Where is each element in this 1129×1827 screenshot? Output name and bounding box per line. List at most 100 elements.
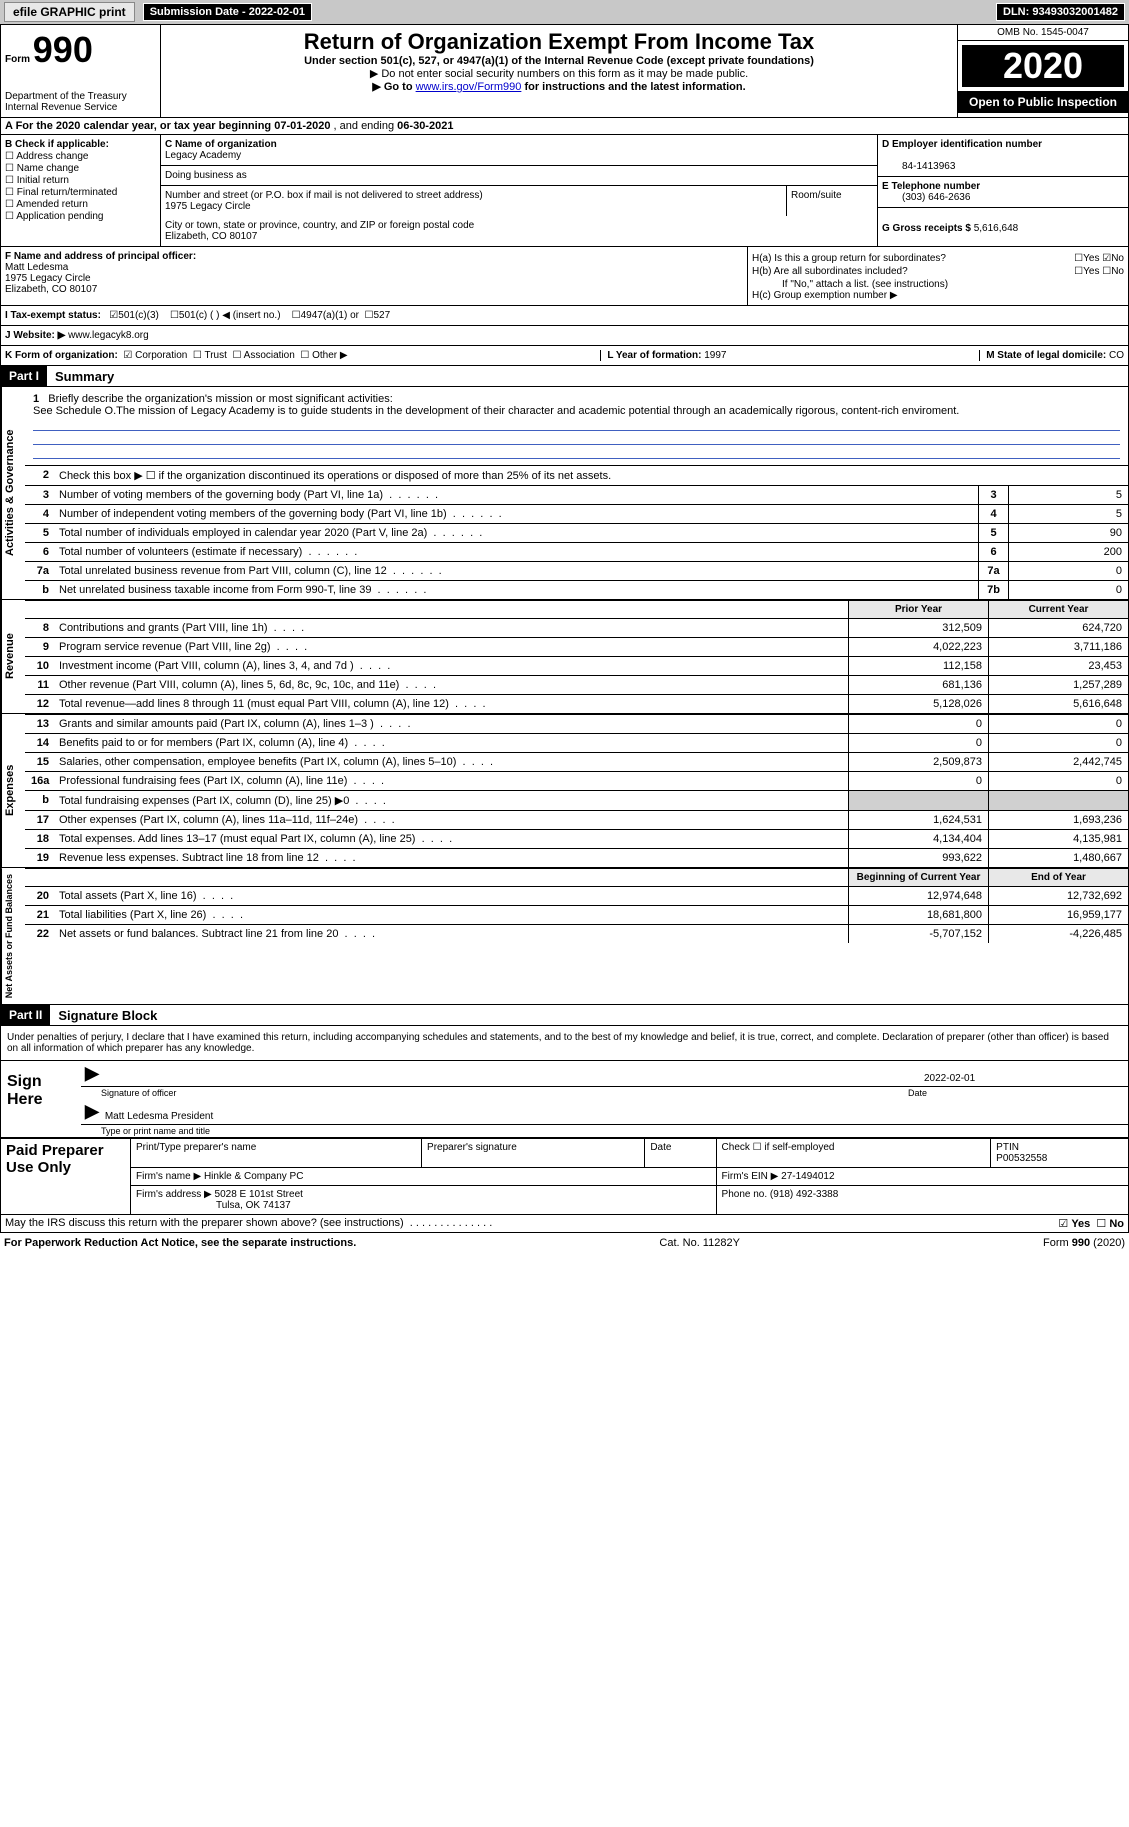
form-title: Return of Organization Exempt From Incom… <box>165 29 953 55</box>
city-value: Elizabeth, CO 80107 <box>165 231 257 242</box>
i-4947: 4947(a)(1) or <box>301 310 359 321</box>
part2-bar: Part II Signature Block <box>0 1005 1129 1026</box>
chk-address-label: Address change <box>16 151 88 162</box>
section-fh: F Name and address of principal officer:… <box>0 247 1129 306</box>
chk-amended[interactable]: ☐ Amended return <box>5 199 156 210</box>
gov-line: 6Total number of volunteers (estimate if… <box>25 542 1128 561</box>
chk-pending[interactable]: ☐ Application pending <box>5 211 156 222</box>
submission-date: Submission Date - 2022-02-01 <box>143 3 312 21</box>
chk-pending-label: Application pending <box>16 211 103 222</box>
b-label: B Check if applicable: <box>5 139 109 150</box>
i-501c: 501(c) ( ) ◀ (insert no.) <box>179 310 281 321</box>
officer-name: Matt Ledesma <box>5 262 68 273</box>
ssn-warning: ▶ Do not enter social security numbers o… <box>165 67 953 80</box>
row-a-begin: 07-01-2020 <box>274 120 330 132</box>
g-label: G Gross receipts $ <box>882 223 974 234</box>
sig-date-label: Date <box>908 1088 1108 1098</box>
firm-name: Hinkle & Company PC <box>204 1171 303 1182</box>
netassets-section: Net Assets or Fund Balances Beginning of… <box>0 868 1129 1005</box>
expenses-tab: Expenses <box>1 714 25 867</box>
chk-initial[interactable]: ☐ Initial return <box>5 175 156 186</box>
j-label: J Website: ▶ <box>5 330 68 341</box>
table-row: 8Contributions and grants (Part VIII, li… <box>25 618 1128 637</box>
hb-yes: Yes <box>1083 266 1099 277</box>
ptin-value: P00532558 <box>996 1153 1047 1164</box>
d-label: D Employer identification number <box>882 139 1042 150</box>
col-de: D Employer identification number 84-1413… <box>878 135 1128 246</box>
row-a-mid: , and ending <box>334 120 398 132</box>
c-name-label: C Name of organization <box>165 139 277 150</box>
chk-address[interactable]: ☐ Address change <box>5 151 156 162</box>
table-row: 21Total liabilities (Part X, line 26) . … <box>25 905 1128 924</box>
col-c: C Name of organization Legacy Academy Do… <box>161 135 878 246</box>
table-row: 22Net assets or fund balances. Subtract … <box>25 924 1128 943</box>
k-corp: Corporation <box>135 350 187 361</box>
chk-final-label: Final return/terminated <box>17 187 118 198</box>
mission-label: Briefly describe the organization's miss… <box>48 393 392 405</box>
revenue-section: Revenue Prior Year Current Year 8Contrib… <box>0 600 1129 714</box>
prep-date-hdr: Date <box>645 1139 716 1168</box>
table-row: 15Salaries, other compensation, employee… <box>25 752 1128 771</box>
top-bar: efile GRAPHIC print Submission Date - 20… <box>0 0 1129 24</box>
sig-arrow-icon: ▶ <box>85 1063 105 1084</box>
chk-amended-label: Amended return <box>16 199 88 210</box>
dba-label: Doing business as <box>165 170 247 181</box>
gov-line: bNet unrelated business taxable income f… <box>25 580 1128 599</box>
table-row: bTotal fundraising expenses (Part IX, co… <box>25 790 1128 810</box>
form-number: 990 <box>33 29 93 70</box>
efile-button[interactable]: efile GRAPHIC print <box>4 2 135 22</box>
mission-block: 1 Briefly describe the organization's mi… <box>25 387 1128 465</box>
tax-year: 2020 <box>958 41 1128 91</box>
gov-line: 4Number of independent voting members of… <box>25 504 1128 523</box>
firm-addr-label: Firm's address ▶ <box>136 1189 215 1200</box>
table-row: 20Total assets (Part X, line 16) . . . .… <box>25 886 1128 905</box>
ha-label: H(a) Is this a group return for subordin… <box>752 253 946 264</box>
section-bcde: B Check if applicable: ☐ Address change … <box>0 135 1129 247</box>
table-row: 18Total expenses. Add lines 13–17 (must … <box>25 829 1128 848</box>
street-label: Number and street (or P.O. box if mail i… <box>165 190 483 201</box>
preparer-table: Paid Preparer Use Only Print/Type prepar… <box>0 1138 1129 1215</box>
year-formation: 1997 <box>704 350 726 361</box>
chk-final[interactable]: ☐ Final return/terminated <box>5 187 156 198</box>
firm-ein: 27-1494012 <box>781 1171 834 1182</box>
ha-no: No <box>1111 253 1124 264</box>
officer-street: 1975 Legacy Circle <box>5 273 91 284</box>
begin-year-hdr: Beginning of Current Year <box>848 869 988 886</box>
net-hdr-row: Beginning of Current Year End of Year <box>25 868 1128 886</box>
col-f: F Name and address of principal officer:… <box>1 247 748 305</box>
discuss-no: No <box>1109 1218 1124 1230</box>
room-label: Room/suite <box>791 190 842 201</box>
city-label: City or town, state or province, country… <box>165 220 474 231</box>
open-inspection: Open to Public Inspection <box>958 91 1128 113</box>
street-value: 1975 Legacy Circle <box>165 201 251 212</box>
end-year-hdr: End of Year <box>988 869 1128 886</box>
chk-name[interactable]: ☐ Name change <box>5 163 156 174</box>
part2-hdr: Part II <box>1 1005 50 1025</box>
table-row: 11Other revenue (Part VIII, column (A), … <box>25 675 1128 694</box>
prep-selfemp-hdr: Check ☐ if self-employed <box>716 1139 991 1168</box>
website-value: www.legacyk8.org <box>68 330 149 341</box>
org-name: Legacy Academy <box>165 150 241 161</box>
irs-link[interactable]: www.irs.gov/Form990 <box>416 81 522 93</box>
paid-preparer-label: Paid Preparer Use Only <box>1 1139 131 1215</box>
dln-label: DLN: 93493032001482 <box>996 3 1125 21</box>
col-h: H(a) Is this a group return for subordin… <box>748 247 1128 305</box>
netassets-tab: Net Assets or Fund Balances <box>1 868 25 1004</box>
hc-label: H(c) Group exemption number ▶ <box>752 290 1124 301</box>
officer-city: Elizabeth, CO 80107 <box>5 284 97 295</box>
goto-line: ▶ Go to www.irs.gov/Form990 for instruct… <box>165 80 953 93</box>
gov-section: Activities & Governance 1 Briefly descri… <box>0 387 1129 600</box>
footer-right: Form 990 (2020) <box>1043 1237 1125 1249</box>
omb-number: OMB No. 1545-0047 <box>958 25 1128 41</box>
k-other: Other ▶ <box>312 350 347 361</box>
discuss-yes: Yes <box>1071 1218 1090 1230</box>
form-label: Form <box>5 54 30 65</box>
l-label: L Year of formation: <box>607 350 704 361</box>
e-label: E Telephone number <box>882 181 980 192</box>
firm-name-label: Firm's name ▶ <box>136 1171 204 1182</box>
part1-title: Summary <box>47 369 114 384</box>
footer-mid: Cat. No. 11282Y <box>659 1237 740 1249</box>
table-row: 19Revenue less expenses. Subtract line 1… <box>25 848 1128 867</box>
discuss-question: May the IRS discuss this return with the… <box>5 1217 1058 1230</box>
form-subtitle: Under section 501(c), 527, or 4947(a)(1)… <box>165 55 953 67</box>
